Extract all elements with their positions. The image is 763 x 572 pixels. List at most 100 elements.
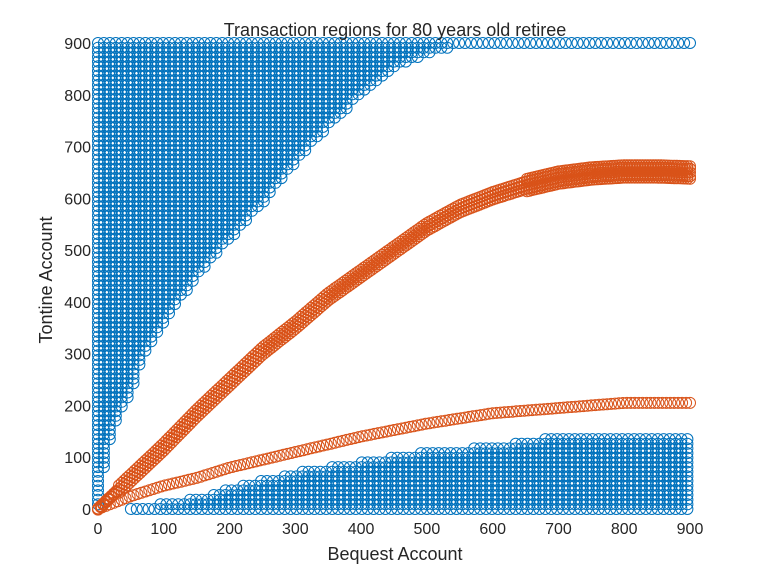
blue-region-point (251, 97, 264, 110)
blue-region-point (222, 92, 235, 105)
orange-region-point (313, 440, 325, 453)
blue-region-point (311, 130, 323, 143)
blue-region-point (497, 503, 510, 515)
blue-region-point (133, 353, 146, 366)
blue-region-point (468, 470, 481, 483)
blue-region-point (103, 74, 116, 87)
orange-region-point (423, 417, 436, 430)
blue-region-point (163, 270, 175, 282)
blue-region-point (231, 503, 244, 515)
blue-region-point (409, 461, 421, 474)
blue-region-point (192, 181, 205, 194)
blue-region-point (133, 256, 146, 268)
blue-region-point (340, 92, 353, 105)
blue-region-point (527, 484, 540, 497)
blue-region-point (251, 134, 264, 147)
blue-region-point (645, 479, 658, 492)
blue-region-point (311, 41, 323, 54)
blue-region-point (163, 279, 175, 292)
blue-region-point (163, 92, 175, 105)
blue-region-point (251, 125, 264, 138)
orange-region-point (384, 424, 397, 437)
blue-region-point (251, 41, 264, 54)
blue-region-point (557, 442, 569, 455)
blue-region-point (379, 489, 392, 501)
blue-region-point (210, 246, 223, 259)
blue-region-point (557, 461, 569, 474)
blue-region-point (438, 479, 451, 492)
blue-region-point (429, 41, 442, 54)
blue-region-point (103, 55, 116, 68)
orange-region-point (364, 428, 377, 441)
y-tick-label: 600 (64, 191, 91, 208)
blue-region-point (409, 451, 421, 464)
orange-region-point (664, 396, 677, 409)
blue-region-point (133, 111, 146, 124)
blue-region-point (133, 344, 146, 357)
orange-region-point (589, 399, 602, 412)
blue-region-point (438, 484, 451, 497)
blue-region-point (616, 461, 629, 474)
blue-region-point (251, 37, 264, 49)
blue-region-point (583, 37, 596, 49)
orange-region-point (376, 426, 389, 439)
blue-region-point (379, 503, 392, 515)
blue-region-point (127, 367, 140, 380)
blue-region-point (103, 97, 116, 110)
blue-region-point (192, 83, 205, 96)
blue-region-point (678, 37, 691, 49)
blue-region-point (163, 97, 175, 110)
blue-region-point (163, 83, 175, 96)
blue-region-point (675, 475, 688, 487)
blue-region-point (163, 302, 175, 315)
orange-region-point (613, 397, 625, 410)
blue-region-point (192, 125, 205, 138)
blue-region-point (340, 60, 353, 73)
blue-region-point (163, 37, 175, 49)
blue-region-point (163, 181, 175, 194)
orange-region-point (616, 397, 629, 409)
blue-region-point (97, 442, 110, 455)
blue-region-point (192, 153, 205, 166)
blue-region-point (133, 204, 146, 217)
blue-region-point (438, 451, 451, 464)
orange-region-point (328, 436, 341, 449)
blue-region-point (340, 88, 353, 101)
blue-region-point (192, 65, 205, 77)
blue-region-point (222, 74, 235, 87)
blue-region-point (222, 195, 235, 208)
blue-region-point (399, 51, 412, 63)
blue-region-point (222, 41, 235, 54)
blue-region-point (192, 265, 205, 278)
blue-region-point (261, 479, 273, 492)
blue-region-point (192, 74, 205, 87)
blue-region-point (133, 284, 146, 296)
blue-region-point (103, 423, 116, 436)
blue-region-point (222, 200, 235, 213)
blue-region-point (115, 400, 128, 413)
blue-region-point (124, 503, 137, 515)
blue-region-point (557, 465, 569, 478)
blue-region-point (500, 37, 513, 49)
blue-region-point (133, 293, 146, 306)
blue-region-point (97, 456, 110, 469)
blue-region-point (163, 88, 175, 101)
blue-region-point (281, 55, 294, 68)
blue-region-point (133, 307, 146, 320)
orange-region-point (636, 396, 649, 409)
blue-region-point (281, 97, 294, 110)
blue-region-point (488, 37, 501, 49)
blue-region-point (133, 228, 146, 241)
blue-region-point (192, 148, 205, 161)
orange-region-point (632, 396, 645, 409)
blue-region-point (228, 228, 241, 241)
orange-region-point (455, 412, 468, 425)
blue-region-point (103, 409, 116, 422)
orange-region-point (541, 402, 554, 415)
y-tick-label: 700 (64, 140, 91, 157)
blue-region-point (557, 451, 569, 464)
blue-region-point (379, 475, 392, 487)
blue-region-point (409, 479, 421, 492)
orange-region-point (530, 403, 543, 416)
